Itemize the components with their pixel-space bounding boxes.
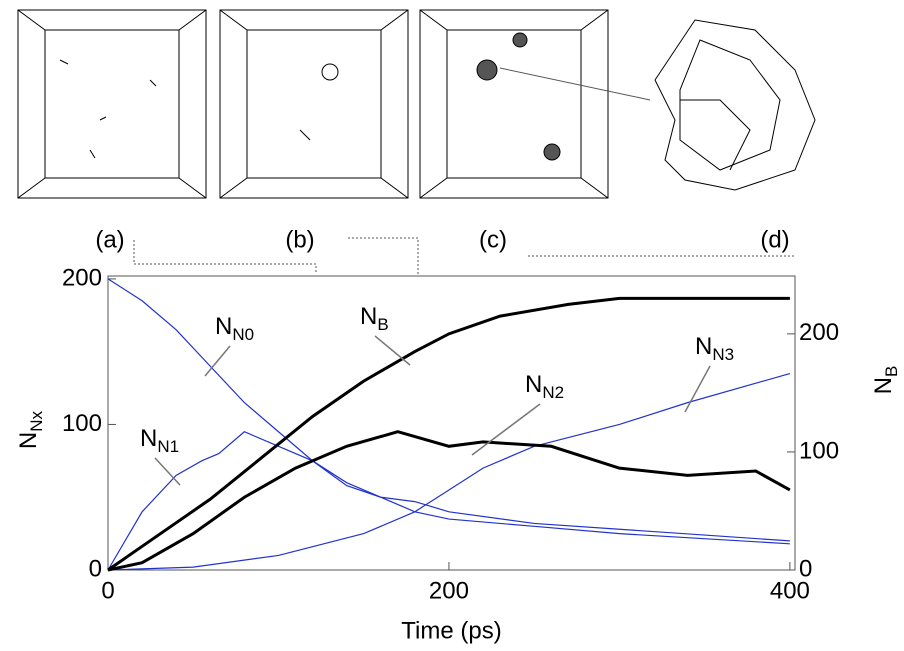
- annotation: NN2: [525, 371, 564, 402]
- annotation-arrow: [472, 404, 540, 455]
- y2-axis-label: NB: [870, 366, 901, 395]
- y-tick-label: 0: [89, 555, 102, 582]
- annotation-base: N: [695, 333, 712, 360]
- annotation-base: N: [215, 313, 232, 340]
- figure: 020040001002000100200Time (ps)NNxNB(a)(b…: [0, 0, 904, 651]
- annotation-arrow: [155, 458, 180, 485]
- annotation-base: N: [525, 371, 542, 398]
- x-axis-label: Time (ps): [401, 617, 501, 644]
- y2-axis-label-base: N: [870, 377, 897, 394]
- annotation-sub: N2: [542, 383, 564, 402]
- y2-tick-label: 200: [799, 319, 839, 346]
- y-tick-label: 100: [62, 410, 102, 437]
- y-axis-label-base: N: [15, 432, 42, 449]
- plot-frame: [108, 276, 795, 570]
- y2-tick-label: 100: [799, 437, 839, 464]
- series-line: [108, 374, 790, 570]
- panel-label: (c): [479, 226, 507, 253]
- snapshots: [18, 10, 815, 198]
- x-tick-label: 200: [429, 577, 469, 604]
- y-axis-label: NNx: [15, 410, 46, 449]
- series-line: [108, 279, 790, 541]
- panel-label: (b): [285, 226, 314, 253]
- annotation-arrow: [375, 336, 410, 365]
- annotation-sub: B: [377, 315, 388, 334]
- annotation-base: N: [140, 425, 157, 452]
- annotation: NN1: [140, 425, 179, 456]
- panel-label: (a): [95, 226, 124, 253]
- annotation-arrow: [685, 366, 710, 412]
- annotation-sub: N1: [157, 437, 179, 456]
- annotation-arrow: [205, 346, 230, 376]
- series-line: [108, 298, 790, 570]
- annotation: NN3: [695, 333, 734, 364]
- time-brackets: [134, 238, 794, 274]
- y-tick-label: 200: [62, 264, 102, 291]
- annotation-sub: N0: [232, 325, 254, 344]
- y2-tick-label: 0: [799, 555, 812, 582]
- annotation: NN0: [215, 313, 254, 344]
- x-tick-label: 0: [101, 577, 114, 604]
- annotation-base: N: [360, 303, 377, 330]
- y2-axis-label-sub: B: [882, 366, 901, 377]
- annotation: NB: [360, 303, 389, 334]
- annotation-sub: N3: [712, 345, 734, 364]
- y-axis-label-sub: Nx: [27, 410, 46, 431]
- panel-label: (d): [760, 226, 789, 253]
